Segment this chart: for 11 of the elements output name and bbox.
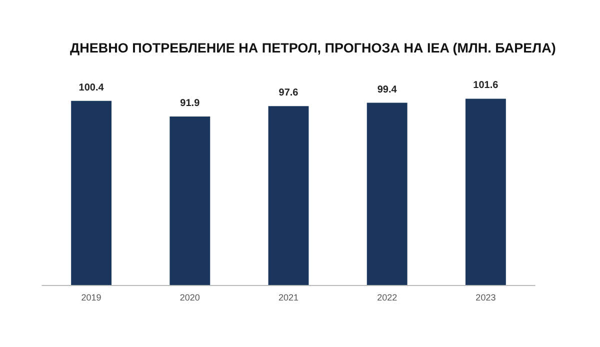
x-tick-label: 2019 [81,292,102,302]
x-tick-label: 2022 [377,292,398,302]
data-label: 100.4 [78,82,104,94]
x-tick-label: 2021 [278,292,299,302]
x-tick-label: 2020 [180,292,200,302]
data-label: 101.6 [473,80,499,92]
x-tick-label: 2023 [476,292,496,302]
chart-title: ДНЕВНО ПОТРЕБЛЕНИЕ НА ПЕТРОЛ, ПРОГНОЗА НА IEA (МЛН. БАРЕЛА) [70,40,556,56]
data-label: 97.6 [278,88,299,99]
data-label: 99.4 [377,84,398,96]
data-label: 91.9 [180,98,200,110]
